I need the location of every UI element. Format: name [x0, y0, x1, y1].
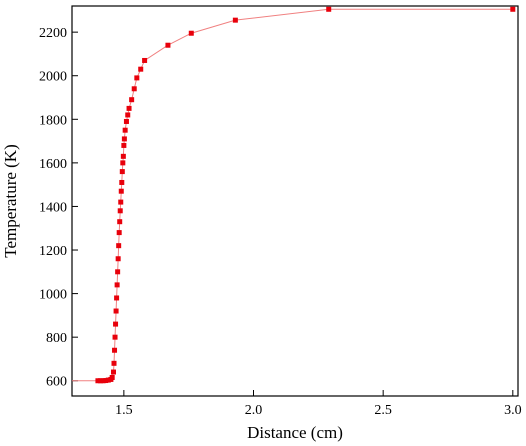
y-tick-label: 600 — [46, 375, 67, 390]
data-point — [121, 136, 127, 142]
y-tick-label: 1200 — [39, 244, 67, 259]
data-point — [117, 208, 123, 214]
data-point — [123, 118, 129, 124]
x-tick-label: 2.0 — [245, 403, 263, 418]
data-point — [112, 334, 118, 340]
y-tick-label: 1600 — [39, 157, 67, 172]
data-point — [131, 86, 137, 92]
y-tick-label: 800 — [46, 331, 67, 346]
data-point — [510, 6, 516, 12]
data-point — [109, 374, 115, 380]
data-point — [105, 377, 111, 383]
data-point — [112, 347, 118, 353]
data-point — [114, 282, 120, 288]
data-point — [113, 308, 119, 314]
data-point — [138, 66, 144, 72]
data-point — [119, 179, 125, 185]
y-tick-label: 1000 — [39, 288, 67, 303]
data-point — [122, 127, 128, 133]
data-point — [116, 230, 122, 236]
data-point — [120, 160, 126, 166]
x-tick-label: 3.0 — [504, 403, 522, 418]
data-point — [120, 153, 126, 159]
data-point — [95, 378, 101, 384]
data-point — [111, 360, 117, 366]
data-point — [117, 219, 123, 225]
data-point — [326, 6, 332, 12]
x-tick-label: 2.5 — [374, 403, 392, 418]
data-point — [126, 105, 132, 111]
data-point — [114, 295, 120, 301]
data-point — [129, 97, 135, 103]
y-axis-ticks: 600 800 1000 1200 1400 1600 1800 2000 2200 — [39, 26, 78, 390]
y-tick-label: 2000 — [39, 70, 67, 85]
data-point — [115, 269, 121, 275]
x-tick-label: 1.5 — [115, 403, 133, 418]
data-point — [113, 321, 119, 327]
series-points — [95, 6, 516, 384]
data-point — [121, 142, 127, 148]
plot-frame — [71, 5, 519, 397]
data-point — [103, 378, 109, 384]
data-point — [118, 199, 124, 205]
data-point — [119, 169, 125, 175]
data-point — [232, 17, 238, 23]
data-point — [100, 378, 106, 384]
data-point — [98, 378, 104, 384]
series-line — [72, 8, 513, 382]
data-point — [116, 243, 122, 249]
data-point — [188, 30, 194, 36]
y-axis-title: Temperature (K) — [1, 144, 20, 258]
data-point — [165, 42, 171, 48]
data-point — [134, 75, 140, 81]
data-point — [110, 369, 116, 375]
y-tick-label: 1400 — [39, 200, 67, 215]
x-axis-title: Distance (cm) — [247, 423, 343, 442]
y-tick-label: 2200 — [39, 26, 67, 41]
data-point — [118, 188, 124, 194]
y-tick-label: 1800 — [39, 113, 67, 128]
data-point — [125, 112, 131, 118]
x-axis-ticks: 1.5 2.0 2.5 3.0 — [115, 390, 522, 418]
data-point — [115, 256, 121, 262]
data-point — [142, 57, 148, 63]
